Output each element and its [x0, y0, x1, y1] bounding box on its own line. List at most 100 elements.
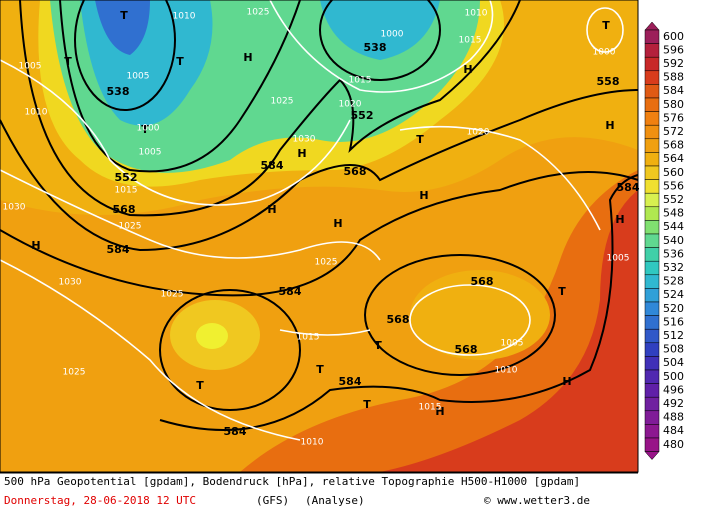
legend-label: 528	[663, 275, 684, 288]
legend-label: 504	[663, 356, 684, 369]
contour-label: H	[605, 119, 614, 132]
legend-label: 536	[663, 247, 684, 260]
contour-label: T	[196, 379, 204, 392]
legend-label: 480	[663, 438, 684, 451]
isobar-label: 1025	[63, 368, 86, 378]
field-zone	[240, 170, 638, 472]
legend-label: 576	[663, 111, 684, 124]
legend-label: 556	[663, 179, 684, 192]
isobar-label: 1000	[593, 48, 616, 58]
contour-label: T	[120, 9, 128, 22]
field-zone	[196, 323, 228, 349]
contour-label: 584	[107, 243, 130, 256]
legend-label: 544	[663, 220, 684, 233]
contour-label: 568	[455, 343, 478, 356]
contour-label: 568	[471, 275, 494, 288]
legend-label: 496	[663, 383, 684, 396]
contour-label: T	[64, 55, 72, 68]
footer-run: (Analyse)	[305, 494, 365, 507]
contour-label: 568	[113, 203, 136, 216]
legend-swatch	[644, 288, 660, 303]
legend-swatch	[644, 124, 660, 140]
legend-swatch	[644, 315, 660, 330]
legend-swatch	[644, 342, 660, 357]
isobar-label: 1010	[465, 9, 488, 19]
isobar-label: 1015	[459, 36, 482, 46]
legend-label: 580	[663, 98, 684, 111]
isobar-label: 1025	[271, 97, 294, 107]
legend-label: 588	[663, 71, 684, 84]
contour-label: 584	[339, 375, 362, 388]
contour-label: H	[243, 51, 252, 64]
map	[0, 0, 639, 472]
contour-label: 584	[224, 425, 247, 438]
legend-label: 592	[663, 57, 684, 70]
contour-label: 552	[115, 171, 138, 184]
map-labels: T T 538 552 568 584 538 552 568 584 584 584 584 568 56…	[3, 8, 640, 448]
legend-swatch	[644, 356, 660, 371]
contour-label: H	[615, 213, 624, 226]
legend-label: 492	[663, 397, 684, 410]
legend-label: 568	[663, 139, 684, 152]
isobar-label: 1020	[339, 100, 362, 110]
isobar-label: 1025	[315, 258, 338, 268]
legend-label: 584	[663, 84, 684, 97]
legend-swatch	[644, 260, 660, 276]
legend-swatch	[644, 43, 660, 58]
legend-swatch	[644, 97, 660, 112]
field-zone	[320, 0, 440, 60]
legend-swatch	[644, 424, 660, 439]
color-legend: 6005965925885845805765725685645605565525…	[644, 21, 684, 460]
geopotential-contours	[0, 0, 639, 431]
field-zone	[380, 190, 638, 472]
isobar-label: 1025	[247, 8, 270, 18]
contour-label: H	[562, 375, 571, 388]
contour-label: 568	[344, 165, 367, 178]
legend-label: 548	[663, 207, 684, 220]
isobar-label: 1030	[293, 135, 316, 145]
contour-label: H	[419, 189, 428, 202]
contour-label: H	[333, 217, 342, 230]
contour-label: 584	[617, 181, 640, 194]
contour-label: T	[316, 363, 324, 376]
contour-label: 552	[351, 109, 374, 122]
isobar-label: 1025	[119, 222, 142, 232]
isobar-label: 1025	[161, 290, 184, 300]
isobar-label: 1005	[127, 72, 150, 82]
legend-label: 560	[663, 166, 684, 179]
contour-label: 538	[107, 85, 130, 98]
legend-swatch	[644, 29, 660, 44]
legend-swatch	[644, 138, 660, 153]
footer-model: (GFS)	[256, 494, 289, 507]
isobar-label: 1010	[301, 438, 324, 448]
contour-label: T	[374, 339, 382, 352]
footer-credit: © www.wetter3.de	[484, 494, 590, 507]
legend-swatch	[644, 233, 660, 248]
legend-swatch	[644, 396, 660, 412]
isobar-label: 1010	[495, 366, 518, 376]
isobar-label: 1010	[173, 12, 196, 22]
legend-label: 532	[663, 261, 684, 274]
isobar-label: 1005	[139, 148, 162, 158]
contour-label: H	[267, 203, 276, 216]
legend-label: 520	[663, 302, 684, 315]
legend-label: 524	[663, 288, 684, 301]
isobar-label: 1015	[297, 333, 320, 343]
legend-label: 564	[663, 152, 684, 165]
legend-swatch	[644, 383, 660, 398]
field-zone	[95, 0, 150, 55]
isobar-label: 1015	[419, 403, 442, 413]
legend-swatch	[644, 328, 660, 344]
isobar-label: 1000	[137, 124, 160, 134]
legend-cap	[644, 451, 660, 460]
contour-label: 558	[597, 75, 620, 88]
footer-description: 500 hPa Geopotential [gpdam], Bodendruck…	[4, 475, 580, 488]
legend-label: 488	[663, 411, 684, 424]
isobar-label: 1015	[115, 186, 138, 196]
contour-label: T	[176, 55, 184, 68]
contour-label: T	[602, 19, 610, 32]
legend-swatch	[644, 206, 660, 221]
legend-swatch	[644, 437, 660, 452]
contour-label: 584	[261, 159, 284, 172]
